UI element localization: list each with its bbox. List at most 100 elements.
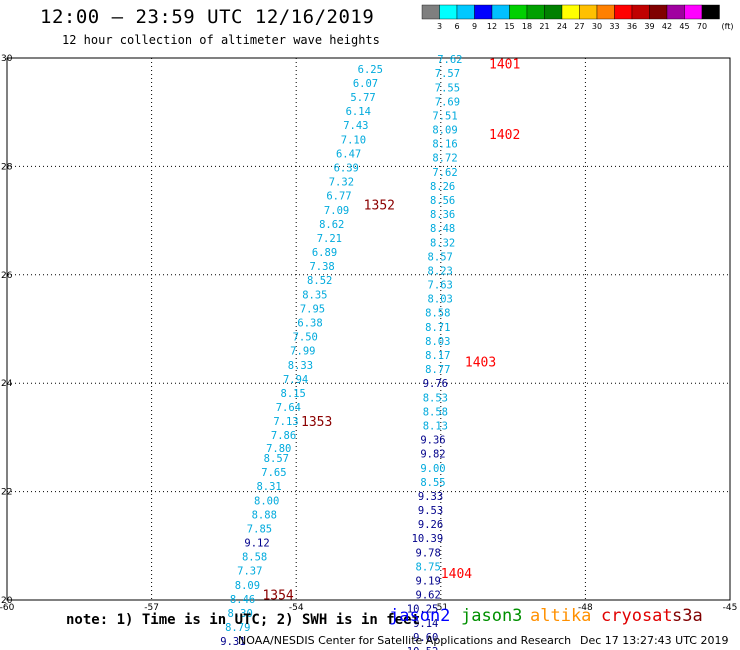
swh-value: 8.17: [425, 350, 450, 362]
colorbar-cell: [421, 4, 440, 20]
swh-value: 7.94: [283, 374, 308, 386]
colorbar-cell: [474, 4, 493, 20]
swh-value: 8.32: [430, 237, 455, 249]
colorbar-cell: [614, 4, 633, 20]
colorbar-tick: 39: [644, 22, 654, 31]
swh-value: 7.21: [317, 233, 342, 245]
y-tick-label: 30: [1, 54, 13, 64]
swh-value: 5.77: [350, 92, 375, 104]
swh-value: 6.77: [326, 191, 351, 203]
swh-value: 6.14: [346, 106, 371, 118]
colorbar-cell: [666, 4, 685, 20]
swh-value: 8.16: [432, 139, 457, 151]
swh-value: 7.62: [437, 54, 462, 66]
satellite-cryosat: cryosat: [601, 606, 673, 626]
swh-value: 6.25: [358, 64, 383, 76]
swh-value: 8.48: [430, 223, 455, 235]
swh-value: 8.77: [425, 364, 450, 376]
swh-value: 7.43: [343, 120, 368, 132]
swh-value: 8.36: [430, 209, 455, 221]
swh-value: 8.23: [428, 265, 453, 277]
footer-credit: NOAA/NESDIS Center for Satellite Applica…: [238, 634, 572, 647]
colorbar-cell: [631, 4, 650, 20]
x-tick-label: -57: [144, 603, 159, 613]
swh-value: 8.53: [423, 392, 448, 404]
colorbar-tick: 21: [539, 22, 549, 31]
swh-value: 6.47: [336, 148, 361, 160]
swh-value: 6.38: [297, 317, 322, 329]
x-tick-label: -51: [433, 603, 448, 613]
colorbar-tick: 27: [574, 22, 584, 31]
swh-value: 8.55: [420, 477, 445, 489]
swh-value: 9.31: [220, 636, 245, 648]
swh-value: 8.09: [235, 580, 260, 592]
swh-value: 8.62: [319, 219, 344, 231]
swh-value: 8.75: [416, 561, 441, 573]
swh-value: 6.07: [353, 78, 378, 90]
colorbar-cell: [561, 4, 580, 20]
swh-value: 8.71: [425, 322, 450, 334]
swh-value: 8.15: [281, 388, 306, 400]
swh-value: 9.00: [420, 463, 445, 475]
colorbar-tick: 70: [697, 22, 707, 31]
pass-label: 1402: [489, 128, 520, 143]
x-tick-label: -54: [289, 603, 304, 613]
colorbar-cell: [509, 4, 528, 20]
swh-value: 9.78: [416, 547, 441, 559]
swh-value: 8.31: [256, 481, 281, 493]
swh-value: 7.37: [237, 566, 262, 578]
swh-value: 8.57: [428, 251, 453, 263]
swh-value: 7.09: [324, 205, 349, 217]
swh-value: 8.13: [423, 420, 448, 432]
colorbar-cell: [439, 4, 458, 20]
swh-value: 7.57: [435, 68, 460, 80]
colorbar-cell: [701, 4, 720, 20]
swh-value: 7.69: [435, 96, 460, 108]
colorbar-tick: 36: [627, 22, 637, 31]
x-tick-label: -60: [0, 603, 15, 613]
y-tick-label: 28: [1, 162, 13, 172]
swh-value: 6.39: [334, 162, 359, 174]
swh-value: 8.58: [423, 406, 448, 418]
satellite-s3a: s3a: [672, 606, 703, 626]
plot-frame: [6, 57, 731, 601]
y-tick-label: 20: [1, 596, 13, 606]
satellite-jason2: jason2: [389, 606, 451, 626]
swh-value: 7.51: [432, 110, 457, 122]
swh-value: 7.99: [290, 346, 315, 358]
chart-title: 12:00 – 23:59 UTC 12/16/2019: [40, 6, 375, 28]
satellite-altika: altika: [530, 606, 592, 626]
swh-value: 7.95: [300, 303, 325, 315]
colorbar-cell: [491, 4, 510, 20]
swh-value: 8.58: [425, 308, 450, 320]
swh-value: 8.03: [425, 336, 450, 348]
swh-value: 7.85: [247, 523, 272, 535]
swh-value: 9.12: [244, 538, 269, 550]
y-tick-label: 22: [1, 488, 12, 498]
swh-value: 8.35: [302, 289, 327, 301]
swh-value: 9.60: [413, 632, 438, 644]
swh-value: 8.09: [432, 125, 457, 137]
pass-label: 1353: [301, 415, 332, 430]
colorbar-cell: [456, 4, 475, 20]
swh-value: 9.82: [420, 449, 445, 461]
swh-value: 7.86: [271, 430, 296, 442]
swh-value: 8.88: [252, 509, 277, 521]
swh-value: 6.89: [312, 247, 337, 259]
swh-value: 9.19: [416, 575, 441, 587]
swh-value: 7.62: [432, 167, 457, 179]
swh-value: 8.03: [428, 294, 453, 306]
swh-value: 7.50: [293, 332, 318, 344]
swh-value: 8.33: [288, 360, 313, 372]
colorbar-tick: 42: [662, 22, 672, 31]
swh-value: 10.52: [407, 646, 439, 650]
swh-value: 8.30: [228, 608, 253, 620]
colorbar-tick: 24: [557, 22, 567, 31]
pass-label: 1352: [364, 198, 395, 213]
x-tick-label: -45: [723, 603, 738, 613]
swh-value: 7.65: [261, 467, 286, 479]
swh-value: 8.52: [307, 275, 332, 287]
swh-value: 9.14: [413, 618, 438, 630]
swh-value: 7.80: [266, 443, 291, 455]
